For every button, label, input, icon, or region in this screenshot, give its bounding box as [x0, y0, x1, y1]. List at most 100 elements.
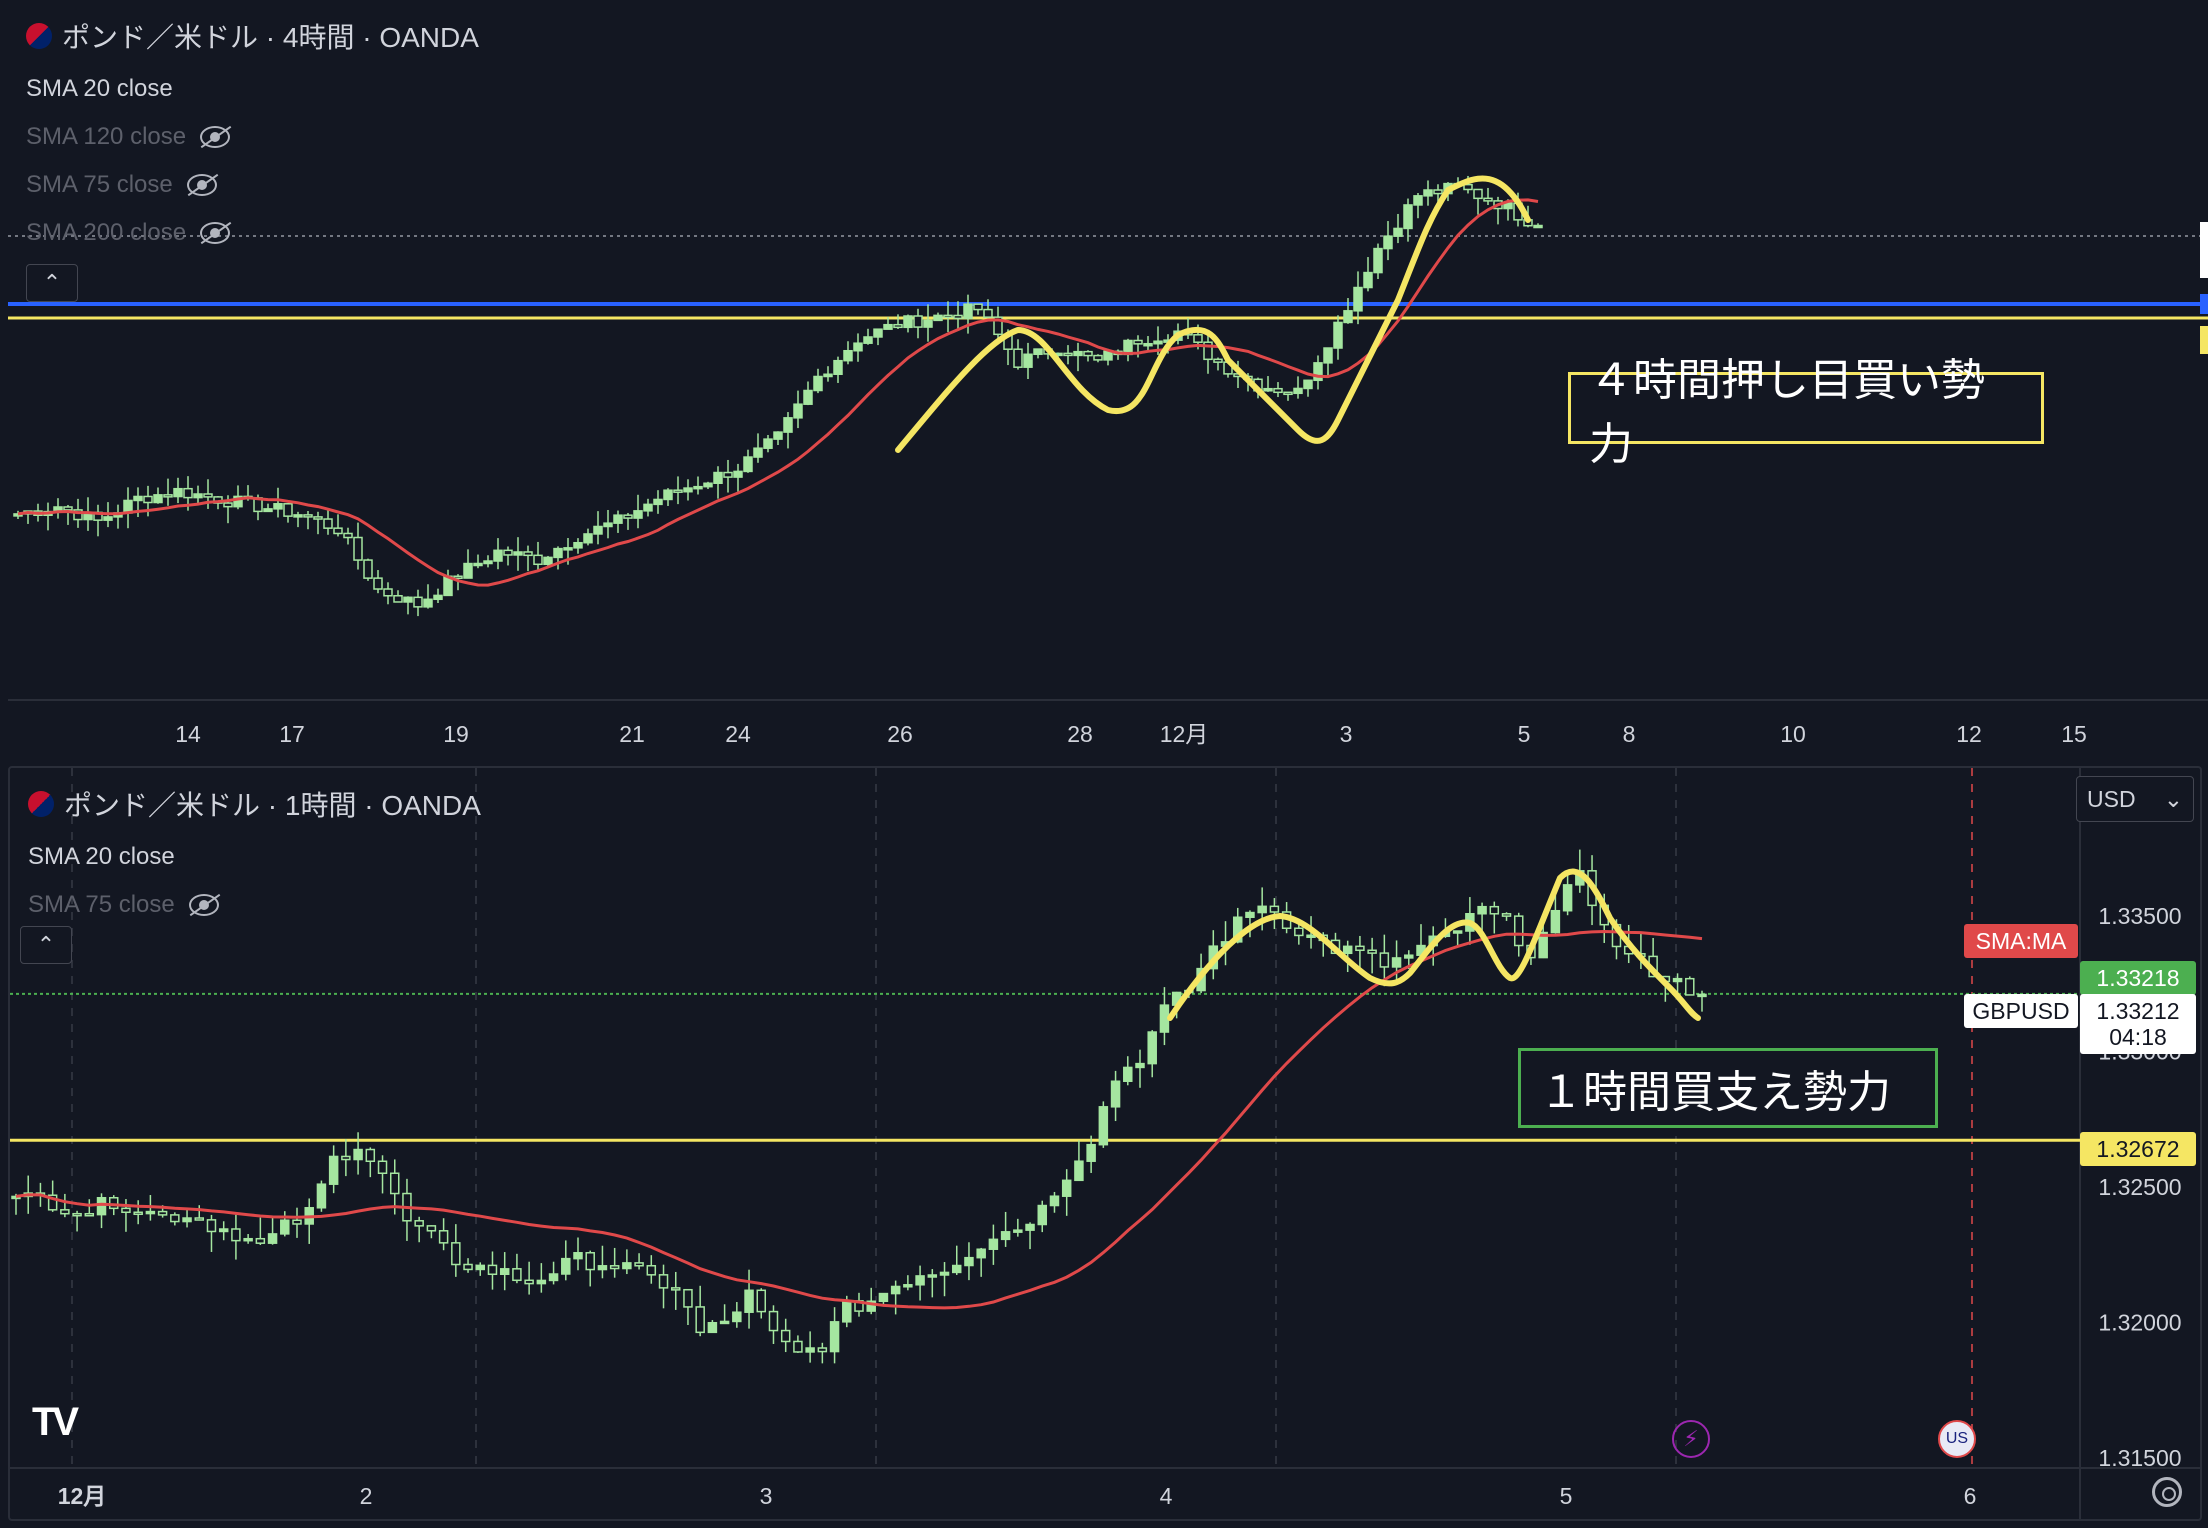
candle-body	[719, 1320, 730, 1325]
eye-hidden-icon[interactable]	[200, 126, 231, 148]
candle-body	[84, 1212, 95, 1217]
candle-body	[829, 1321, 840, 1353]
candle-body	[316, 1183, 327, 1209]
tag-text: 1.33218	[2096, 964, 2180, 991]
candle-body	[203, 493, 213, 498]
y-tick-label: 1.33500	[2098, 903, 2181, 929]
candle-body	[483, 560, 493, 565]
candle-body	[633, 510, 643, 519]
indicator-sma20-4h[interactable]: SMA 20 close	[26, 74, 479, 104]
chart-pane-1h[interactable]: 1.335001.330001.325001.320001.3150012月23…	[8, 766, 2202, 1521]
chevron-up-icon: ⌃	[42, 270, 62, 295]
candle-body	[153, 494, 163, 504]
symbol-title-1h[interactable]: ポンド／米ドル · 1時間 · OANDA	[28, 784, 481, 824]
price-high-tag: 1.33218	[2080, 961, 2196, 995]
indicator-sma20-1h[interactable]: SMA 20 close	[28, 842, 481, 872]
candle-body	[1074, 1160, 1084, 1182]
candle-body	[1333, 321, 1343, 349]
candle-body	[673, 489, 683, 493]
candle-body	[293, 514, 303, 518]
candle-body	[145, 1210, 156, 1215]
candle-body	[1489, 905, 1500, 915]
candle-body	[964, 1256, 974, 1267]
candle-body	[1697, 993, 1707, 998]
candle-body	[1013, 1229, 1023, 1233]
candle-body	[451, 1242, 461, 1266]
indicator-sma200-4h[interactable]: SMA 200 close	[26, 218, 479, 248]
candle-body	[878, 1292, 889, 1303]
candle-body	[1550, 909, 1561, 934]
annotation-4h-buy-dip: ４時間押し目買い勢力	[1568, 356, 2044, 469]
candle-body	[1103, 350, 1113, 361]
tag-text: GBPUSD	[1972, 997, 2070, 1024]
chart-canvas-4h[interactable]: 14 17 19 21 24 26 28 12月 3 5 8 10 12 15	[8, 0, 2208, 760]
legend-collapse-button-1h[interactable]: ⌃	[20, 926, 72, 964]
chart-pane-4h[interactable]: 14 17 19 21 24 26 28 12月 3 5 8 10 12 15 ポンド／米ドル · 4時間…	[8, 0, 2208, 760]
candle-body	[223, 502, 233, 508]
sma-tag: SMA:MA	[1964, 924, 2078, 958]
x-tick-label: 6	[1964, 1483, 1977, 1509]
candle-body	[833, 359, 843, 376]
candle-body	[1086, 1143, 1096, 1162]
us-flag-event-icon[interactable]: US	[1938, 1420, 1976, 1458]
candle-body	[1433, 189, 1443, 195]
x-tick-label: 15	[2061, 721, 2087, 747]
x-tick-label: 19	[443, 721, 469, 747]
x-tick-label: 17	[279, 721, 305, 747]
candle-body	[634, 1262, 644, 1267]
eye-hidden-icon[interactable]	[188, 894, 219, 916]
indicator-label: SMA 20 close	[28, 843, 175, 870]
price-scale-marker	[2200, 326, 2208, 354]
indicator-sma75-1h[interactable]: SMA 75 close	[28, 890, 481, 920]
candle-body	[744, 1289, 754, 1313]
candle-body	[403, 596, 413, 603]
candle-body	[1383, 235, 1393, 250]
candle-body	[573, 541, 583, 549]
candle-body	[1269, 905, 1280, 913]
candle-body	[280, 1219, 290, 1235]
candle-body	[553, 547, 563, 559]
candle-body	[1323, 347, 1333, 364]
currency-select[interactable]: USD ⌄	[2076, 776, 2194, 822]
candle-body	[1283, 391, 1293, 396]
candle-body	[414, 1220, 424, 1227]
candle-body	[313, 516, 323, 520]
legend-collapse-button-4h[interactable]: ⌃	[26, 264, 78, 302]
y-tick-label: 1.32500	[2098, 1174, 2181, 1200]
eye-hidden-icon[interactable]	[186, 174, 217, 196]
currency-value: USD	[2087, 785, 2136, 812]
candle-body	[1023, 353, 1033, 368]
settings-gear-icon[interactable]	[2152, 1477, 2182, 1507]
x-tick-label: 5	[1518, 721, 1531, 747]
candle-body	[943, 314, 953, 319]
candle-body	[733, 470, 743, 478]
candle-body	[47, 1194, 58, 1211]
candle-body	[793, 403, 803, 419]
candle-body	[438, 1230, 449, 1244]
candle-body	[353, 1148, 363, 1161]
legend-1h: ポンド／米ドル · 1時間 · OANDA SMA 20 close SMA 7…	[28, 784, 481, 920]
annotation-text: ４時間押し目買い勢力	[1589, 356, 1985, 469]
candle-body	[951, 1264, 962, 1274]
candle-body	[543, 556, 553, 566]
symbol-title-4h[interactable]: ポンド／米ドル · 4時間 · OANDA	[26, 16, 479, 56]
candle-body	[623, 514, 633, 519]
tradingview-logo[interactable]: TV	[32, 1400, 79, 1444]
indicator-sma120-4h[interactable]: SMA 120 close	[26, 122, 479, 152]
candle-body	[695, 1306, 705, 1334]
eye-hidden-icon[interactable]	[200, 222, 231, 244]
candle-body	[513, 551, 523, 556]
candle-body	[1513, 915, 1524, 947]
candle-body	[1423, 189, 1433, 197]
lightning-event-icon[interactable]: ⚡	[1672, 1420, 1710, 1458]
candle-body	[377, 1160, 388, 1175]
candle-body	[13, 513, 23, 517]
indicator-sma75-4h[interactable]: SMA 75 close	[26, 170, 479, 200]
candle-body	[108, 1197, 119, 1210]
x-tick-label: 12月	[1160, 721, 1209, 747]
trend-highlight-stroke-4h	[895, 175, 1531, 453]
x-tick-label: 12	[1956, 721, 1982, 747]
candle-body	[573, 1252, 583, 1260]
candle-body	[903, 1284, 913, 1288]
x-tick-label: 21	[619, 721, 645, 747]
